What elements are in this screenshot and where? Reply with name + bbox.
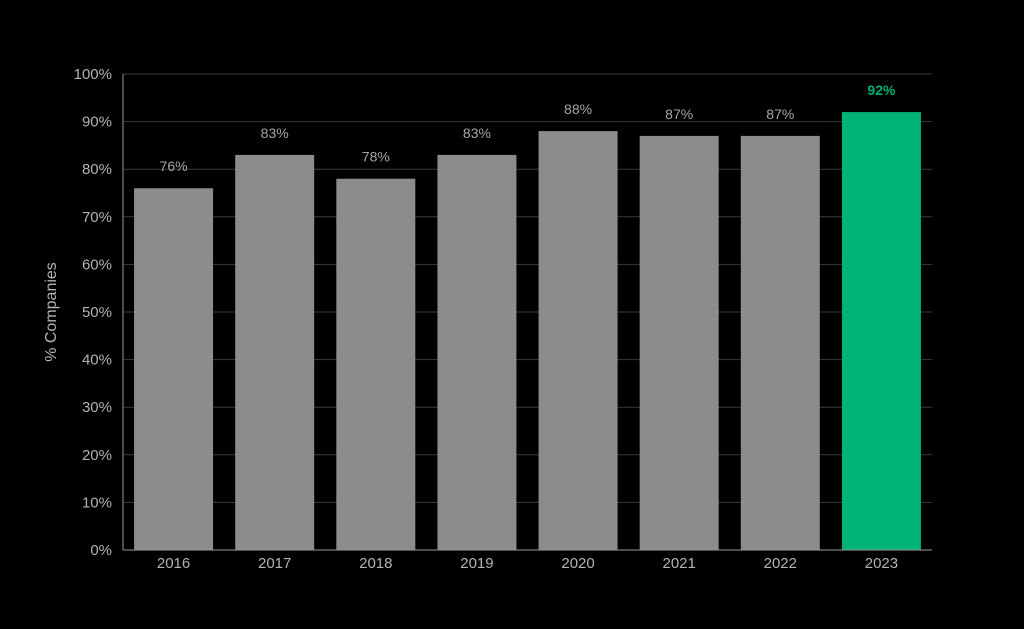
bar-2018 bbox=[336, 178, 416, 550]
bar-2017 bbox=[235, 154, 315, 551]
data-labels: 76% 83% 78% 83% 88% 87% 87% 92% bbox=[160, 82, 896, 174]
y-tick-label: 20% bbox=[82, 447, 112, 464]
y-tick-label: 40% bbox=[82, 352, 112, 369]
y-tick-label: 100% bbox=[74, 66, 112, 83]
x-tick-label: 2022 bbox=[764, 555, 797, 572]
y-tick-label: 30% bbox=[82, 399, 112, 416]
y-tick-label: 10% bbox=[82, 494, 112, 511]
y-tick-label: 80% bbox=[82, 161, 112, 178]
data-label-2017: 83% bbox=[261, 125, 289, 141]
x-tick-label: 2018 bbox=[359, 555, 392, 572]
data-label-2018: 78% bbox=[362, 149, 390, 165]
y-tick-label: 90% bbox=[82, 114, 112, 131]
y-axis-ticks: 0% 10% 20% 30% 40% 50% 60% 70% 80% 90% 100% bbox=[74, 66, 112, 559]
x-tick-label: 2016 bbox=[157, 555, 190, 572]
data-label-2021: 87% bbox=[665, 106, 693, 122]
bar-2019 bbox=[437, 154, 517, 551]
y-axis-title: % Companies bbox=[43, 262, 60, 362]
bar-2021 bbox=[639, 135, 719, 550]
data-label-2022: 87% bbox=[766, 106, 794, 122]
x-tick-label: 2019 bbox=[460, 555, 493, 572]
y-tick-label: 50% bbox=[82, 304, 112, 321]
bar-2016 bbox=[134, 188, 214, 551]
y-tick-label: 70% bbox=[82, 209, 112, 226]
data-label-2016: 76% bbox=[160, 158, 188, 174]
bar-2022 bbox=[740, 135, 820, 550]
x-axis-ticks: 2016 2017 2018 2019 2020 2021 2022 2023 bbox=[157, 555, 898, 572]
data-label-2019: 83% bbox=[463, 125, 491, 141]
x-tick-label: 2020 bbox=[561, 555, 594, 572]
data-label-2020: 88% bbox=[564, 101, 592, 117]
x-tick-label: 2021 bbox=[663, 555, 696, 572]
bar-2023 bbox=[841, 112, 921, 550]
data-label-2023: 92% bbox=[867, 82, 896, 98]
x-tick-label: 2017 bbox=[258, 555, 291, 572]
y-tick-label: 60% bbox=[82, 256, 112, 273]
bar-2020 bbox=[538, 131, 618, 550]
y-tick-label: 0% bbox=[90, 542, 112, 559]
bars bbox=[134, 112, 921, 551]
x-tick-label: 2023 bbox=[865, 555, 898, 572]
